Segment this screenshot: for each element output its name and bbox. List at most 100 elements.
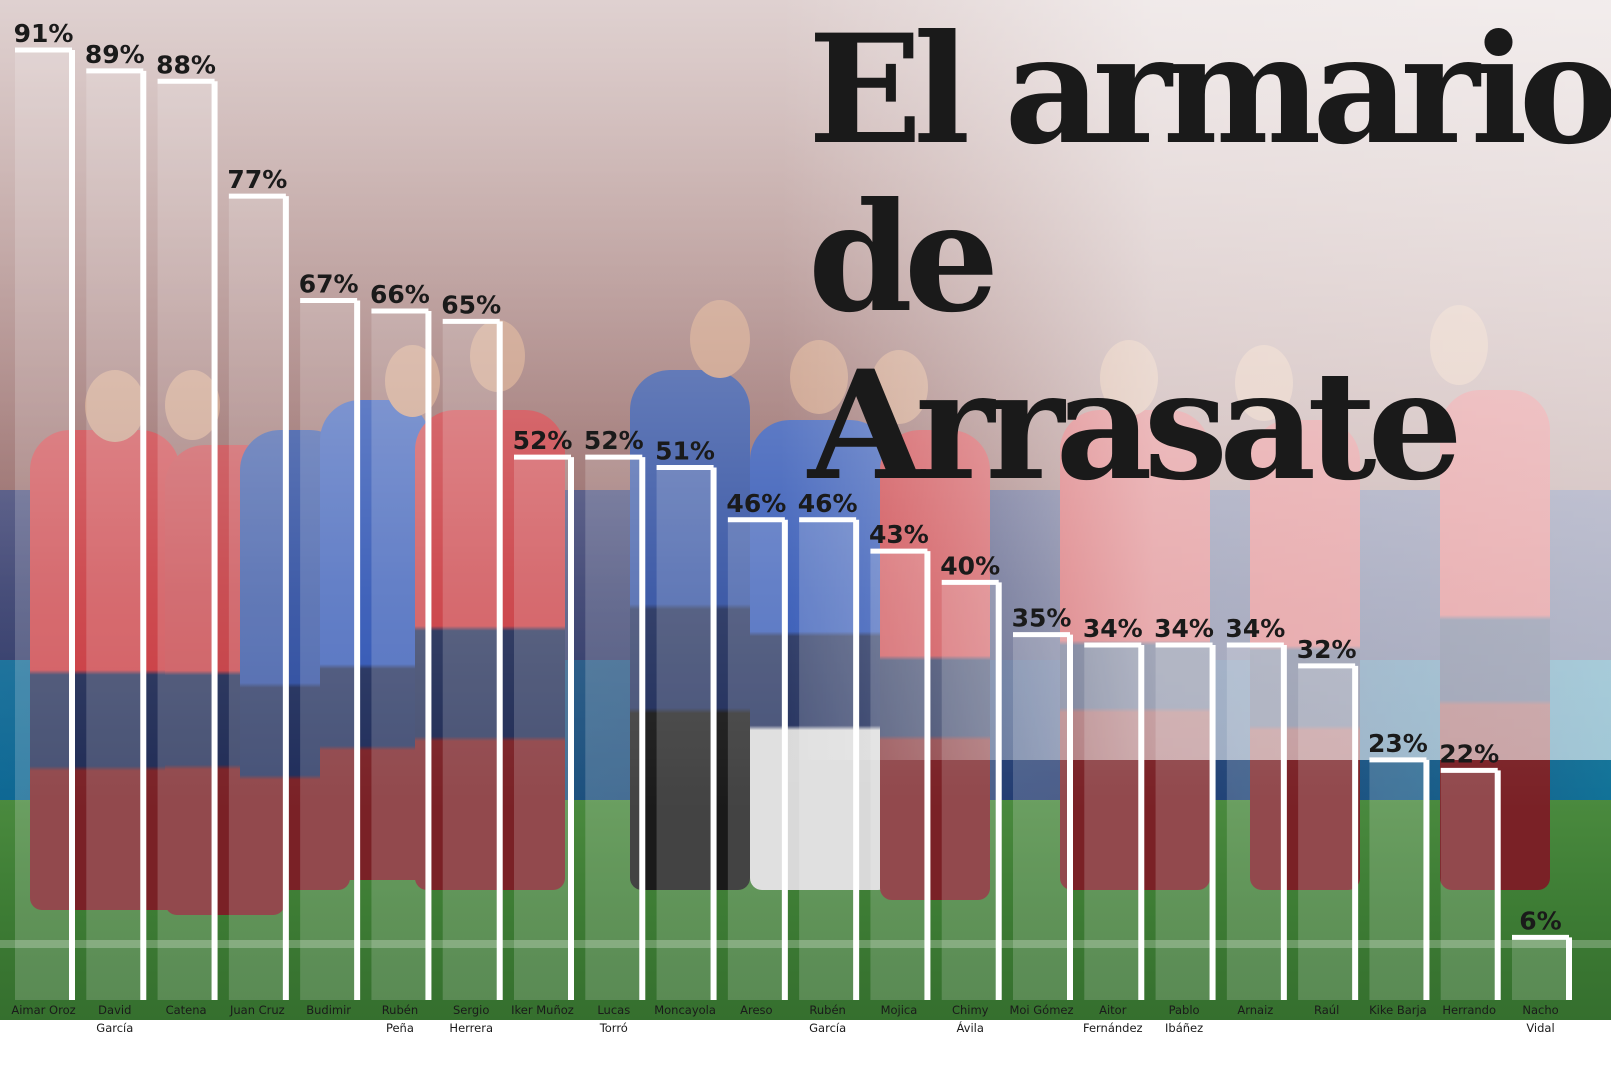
bar-value-label: 34% xyxy=(1225,614,1285,643)
bar-value-label: 51% xyxy=(655,437,715,466)
category-label: Aitor Fernández xyxy=(1083,1003,1143,1035)
category-label-line: García xyxy=(96,1021,133,1035)
bar-value-label: 52% xyxy=(513,426,573,455)
category-label-line: Moncayola xyxy=(654,1003,716,1017)
category-label-line: Peña xyxy=(386,1021,414,1035)
bar xyxy=(941,582,999,1000)
bar-value-label: 67% xyxy=(299,270,359,299)
category-label-line: Vidal xyxy=(1526,1021,1554,1035)
bar-value-label: 22% xyxy=(1439,739,1499,768)
category-label-line: Iker Muñoz xyxy=(511,1003,574,1017)
bar xyxy=(1440,770,1498,1000)
category-label: Aimar Oroz xyxy=(11,1003,75,1017)
category-label-line: Fernández xyxy=(1083,1021,1143,1035)
category-label: Mojica xyxy=(881,1003,918,1017)
category-label-line: Nacho xyxy=(1522,1003,1558,1017)
category-label-line: Torró xyxy=(599,1021,628,1035)
category-label-line: Aitor xyxy=(1099,1003,1127,1017)
value-labels-group: 91% 89% 88% 77% 67% 66% 65% 52% 52% 51% 46% 46% 43% 4… xyxy=(14,19,1562,935)
bar-value-label: 66% xyxy=(370,280,430,309)
category-label: Lucas Torró xyxy=(597,1003,630,1035)
bar xyxy=(727,519,785,1000)
category-label: Rubén García xyxy=(809,1003,846,1035)
bar xyxy=(585,457,643,1000)
category-label-line: Chimy xyxy=(952,1003,989,1017)
category-label-line: Kike Barja xyxy=(1369,1003,1427,1017)
bar xyxy=(656,467,714,1000)
category-label-line: García xyxy=(809,1021,846,1035)
category-label: Arnaiz xyxy=(1237,1003,1273,1017)
bars-group xyxy=(15,47,1572,1001)
category-label: Catena xyxy=(166,1003,207,1017)
bar-value-label: 89% xyxy=(85,40,145,69)
bar xyxy=(371,310,429,1001)
bar-value-label: 46% xyxy=(798,489,858,518)
category-label: Sergio Herrera xyxy=(449,1003,493,1035)
bar xyxy=(228,196,286,1000)
category-labels-group: Aimar Oroz David García Catena Juan Cruz Budi… xyxy=(11,1003,1558,1035)
bar xyxy=(1155,645,1213,1000)
bar xyxy=(157,81,215,1000)
category-label-line: Lucas xyxy=(597,1003,630,1017)
category-label: Herrando xyxy=(1442,1003,1496,1017)
category-label-line: Catena xyxy=(166,1003,207,1017)
category-label-line: Herrera xyxy=(449,1021,493,1035)
bar-value-label: 23% xyxy=(1368,729,1428,758)
category-label-line: Mojica xyxy=(881,1003,918,1017)
bar xyxy=(1084,645,1142,1000)
bar-value-label: 46% xyxy=(726,489,786,518)
bar xyxy=(514,457,571,1000)
category-label: Rubén Peña xyxy=(382,1003,418,1035)
category-label: Chimy Ávila xyxy=(952,1003,989,1035)
category-label-line: David xyxy=(98,1003,131,1017)
category-label-line: Rubén xyxy=(809,1003,845,1017)
category-label-line: Aimar Oroz xyxy=(11,1003,75,1017)
bar xyxy=(1369,759,1427,1000)
bar xyxy=(799,519,857,1000)
bar xyxy=(300,300,358,1000)
category-label-line: Ávila xyxy=(956,1020,983,1035)
category-label-line: Rubén xyxy=(382,1003,418,1017)
bar-value-label: 6% xyxy=(1519,906,1561,935)
category-label: Moi Gómez xyxy=(1009,1003,1073,1017)
bar-value-label: 52% xyxy=(584,426,644,455)
bar xyxy=(1298,665,1356,1000)
category-label: Kike Barja xyxy=(1369,1003,1427,1017)
bar-value-label: 65% xyxy=(441,290,501,319)
category-label: Nacho Vidal xyxy=(1522,1003,1558,1035)
bar xyxy=(1013,634,1070,1000)
bar xyxy=(870,551,928,1000)
category-label-line: Herrando xyxy=(1442,1003,1496,1017)
bar xyxy=(442,321,500,1000)
category-label-line: Moi Gómez xyxy=(1009,1003,1073,1017)
category-label-line: Budimir xyxy=(306,1003,351,1017)
category-label-line: Ibáñez xyxy=(1165,1021,1203,1035)
bar-value-label: 88% xyxy=(156,50,216,79)
bar xyxy=(1512,937,1569,1000)
bar-value-label: 40% xyxy=(940,551,1000,580)
bar-value-label: 91% xyxy=(14,19,74,48)
bar-value-label: 35% xyxy=(1012,604,1072,633)
category-label-line: Sergio xyxy=(453,1003,489,1017)
bar-value-label: 34% xyxy=(1083,614,1143,643)
category-label: Areso xyxy=(740,1003,772,1017)
category-label-line: Juan Cruz xyxy=(229,1003,285,1017)
category-label: Raúl xyxy=(1314,1003,1339,1017)
category-label: Moncayola xyxy=(654,1003,716,1017)
bar xyxy=(1226,645,1284,1000)
bar xyxy=(15,49,72,1000)
bar-value-label: 32% xyxy=(1297,635,1357,664)
category-label: Pablo Ibáñez xyxy=(1165,1003,1203,1035)
category-label-line: Raúl xyxy=(1314,1003,1339,1017)
category-label: Iker Muñoz xyxy=(511,1003,574,1017)
category-label-line: Areso xyxy=(740,1003,772,1017)
category-label-line: Arnaiz xyxy=(1237,1003,1273,1017)
bar-value-label: 34% xyxy=(1154,614,1214,643)
category-label: Budimir xyxy=(306,1003,351,1017)
bar-value-label: 77% xyxy=(227,165,287,194)
chart-title: El armario de Arrasate xyxy=(808,2,1611,514)
bar-value-label: 43% xyxy=(869,520,929,549)
category-label-line: Pablo xyxy=(1169,1003,1200,1017)
category-label: David García xyxy=(96,1003,133,1035)
